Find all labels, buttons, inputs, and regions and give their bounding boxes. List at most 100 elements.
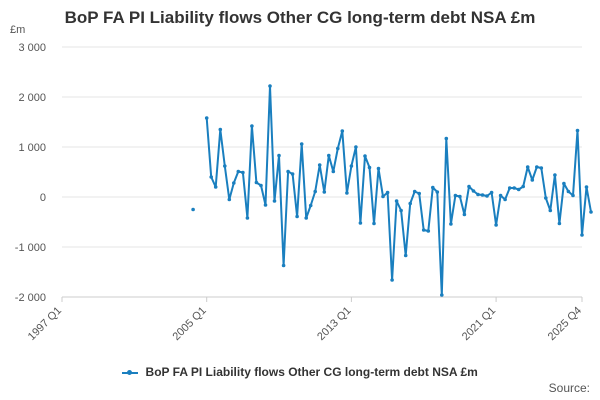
data-point: [512, 186, 516, 190]
data-point: [476, 192, 480, 197]
data-point: [223, 164, 227, 168]
data-point: [322, 190, 327, 194]
source-label: Source:: [548, 381, 590, 395]
data-point: [525, 165, 530, 169]
x-tick-label: 1997 Q1: [26, 305, 64, 343]
data-point: [272, 199, 277, 203]
data-point: [426, 229, 431, 233]
data-point: [390, 278, 394, 282]
data-point: [535, 165, 539, 169]
data-point: [372, 221, 376, 226]
data-point: [209, 175, 213, 179]
data-point: [507, 186, 512, 190]
data-point: [331, 169, 336, 174]
data-point: [435, 190, 440, 194]
data-point: [367, 165, 372, 170]
data-point: [236, 169, 241, 174]
data-point: [485, 194, 489, 198]
y-tick-label: 0: [40, 192, 46, 204]
data-point: [449, 222, 453, 226]
data-point: [553, 173, 557, 177]
legend[interactable]: BoP FA PI Liability flows Other CG long-…: [0, 365, 600, 379]
data-point: [336, 146, 340, 151]
data-point: [345, 191, 349, 195]
data-point: [227, 197, 232, 202]
data-point: [245, 216, 250, 220]
y-tick-label: 3 000: [18, 42, 46, 54]
data-point: [440, 293, 444, 297]
data-point: [462, 212, 467, 217]
data-point: [349, 164, 354, 168]
data-point: [304, 216, 309, 220]
x-tick-label: 2025 Q4: [546, 305, 584, 343]
data-point: [544, 196, 548, 200]
data-point: [281, 263, 286, 268]
data-point: [394, 199, 399, 203]
data-point: [480, 193, 485, 197]
data-point: [381, 194, 385, 199]
legend-label: BoP FA PI Liability flows Other CG long-…: [145, 365, 478, 379]
data-point: [458, 194, 462, 199]
data-point: [191, 207, 195, 212]
data-point: [548, 208, 553, 213]
data-point: [286, 169, 290, 174]
data-point: [467, 184, 471, 189]
y-tick-label: -1 000: [15, 242, 46, 254]
data-point: [340, 129, 345, 133]
data-point: [453, 193, 458, 198]
data-point: [376, 166, 381, 171]
data-point: [385, 190, 390, 195]
data-point: [471, 189, 476, 193]
x-tick-label: 2021 Q1: [460, 305, 498, 343]
data-point: [494, 223, 498, 227]
data-point: [503, 197, 507, 202]
data-point: [589, 210, 593, 214]
x-tick-label: 2013 Q1: [315, 305, 353, 343]
chart-title: BoP FA PI Liability flows Other CG long-…: [64, 8, 536, 27]
data-point: [557, 221, 562, 226]
data-point: [250, 124, 254, 128]
data-point: [254, 180, 259, 185]
data-point: [521, 184, 525, 189]
data-point: [308, 203, 313, 208]
y-axis-unit-label: £m: [10, 24, 26, 36]
data-point: [584, 185, 589, 189]
data-point: [412, 189, 417, 194]
data-point: [232, 181, 236, 185]
data-point: [363, 154, 367, 158]
series-line: [205, 85, 592, 296]
data-point: [213, 185, 218, 189]
data-point: [204, 116, 209, 120]
data-point: [571, 193, 575, 198]
data-point: [277, 153, 281, 158]
data-point: [299, 142, 304, 146]
data-point: [268, 84, 272, 88]
data-point: [562, 181, 566, 186]
data-point: [218, 127, 223, 132]
legend-swatch: [122, 369, 139, 375]
data-point: [241, 170, 245, 175]
data-point: [498, 193, 503, 198]
data-point: [399, 208, 403, 213]
x-tick-label: 2005 Q1: [170, 305, 208, 343]
data-point: [295, 214, 299, 219]
data-point: [530, 178, 535, 182]
data-point: [403, 253, 408, 258]
y-tick-label: -2 000: [15, 292, 46, 304]
data-point: [259, 183, 263, 188]
data-point: [575, 128, 580, 133]
data-point: [408, 201, 413, 206]
y-tick-label: 1 000: [18, 142, 46, 154]
y-tick-label: 2 000: [18, 92, 46, 104]
data-point: [431, 185, 435, 190]
data-point: [566, 189, 571, 194]
data-point: [263, 203, 268, 207]
data-point: [580, 233, 584, 237]
data-point: [290, 172, 295, 176]
data-point: [417, 191, 422, 196]
data-point: [444, 136, 449, 141]
data-point: [358, 221, 363, 225]
data-point: [313, 189, 318, 194]
data-point: [317, 163, 322, 167]
